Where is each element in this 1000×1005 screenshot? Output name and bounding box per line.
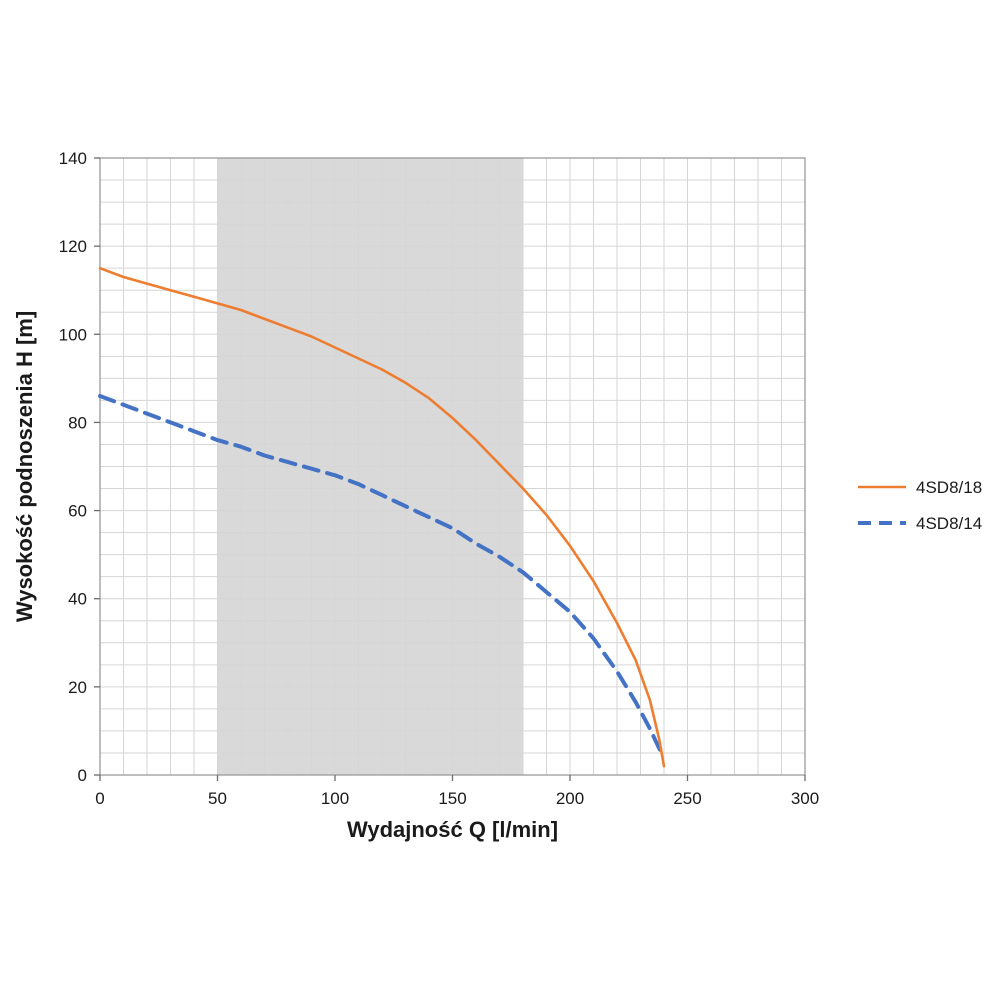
legend-label-4SD8-18: 4SD8/18 [916, 478, 982, 497]
x-tick-label: 150 [438, 789, 466, 808]
series-curve-4SD8-14 [98, 394, 666, 760]
x-axis-title: Wydajność Q [l/min] [347, 817, 558, 842]
x-tick-label: 0 [95, 789, 104, 808]
x-tick-label: 250 [673, 789, 701, 808]
x-tick-label: 300 [791, 789, 819, 808]
y-tick-label: 100 [59, 325, 87, 344]
y-tick-label: 80 [68, 413, 87, 432]
y-tick-label: 140 [59, 149, 87, 168]
y-tick-label: 120 [59, 237, 87, 256]
y-tick-label: 40 [68, 590, 87, 609]
x-tick-label: 100 [321, 789, 349, 808]
series-curve-4SD8-18 [98, 266, 666, 768]
legend-label-4SD8-14: 4SD8/14 [916, 514, 982, 533]
x-tick-label: 200 [556, 789, 584, 808]
y-tick-label: 0 [78, 766, 87, 785]
y-tick-label: 60 [68, 502, 87, 521]
x-tick-label: 50 [208, 789, 227, 808]
y-axis-title: Wysokość podnoszenia H [m] [12, 311, 37, 622]
y-tick-label: 20 [68, 678, 87, 697]
